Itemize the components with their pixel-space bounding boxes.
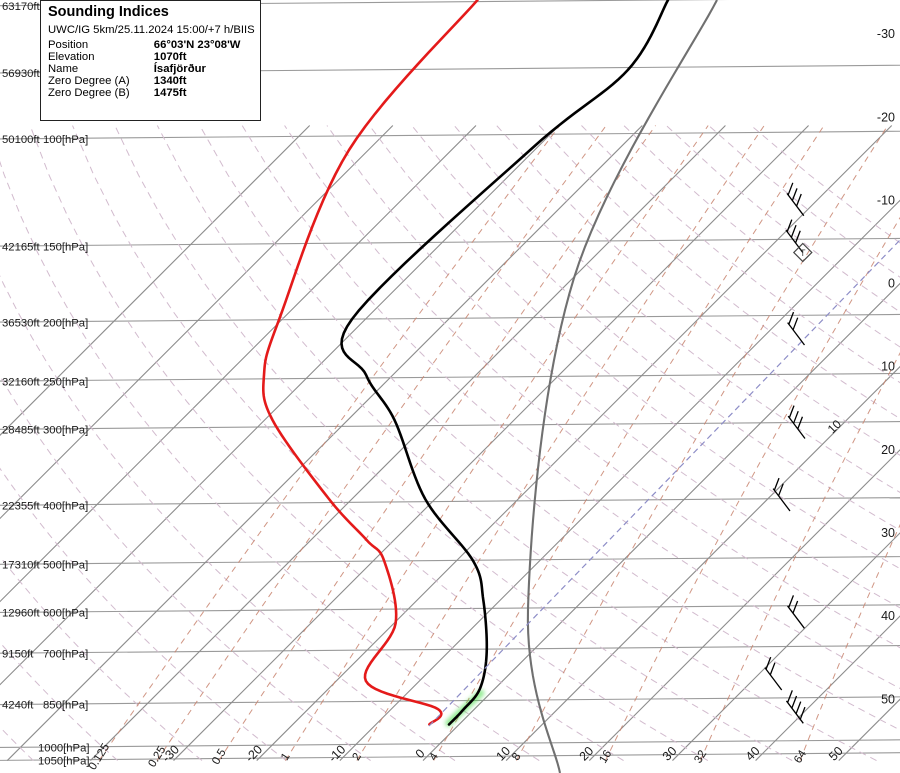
svg-text:-10: -10 (877, 193, 895, 207)
svg-text:36530ft: 36530ft (2, 317, 41, 329)
svg-text:0: 0 (413, 746, 428, 761)
svg-text:40: 40 (743, 744, 763, 764)
svg-text:10: 10 (825, 417, 845, 437)
svg-text:42165ft: 42165ft (2, 241, 41, 253)
svg-text:0.5: 0.5 (210, 747, 229, 767)
svg-text:1: 1 (279, 751, 293, 763)
svg-text:-20: -20 (243, 742, 266, 765)
svg-text:1050[hPa]: 1050[hPa] (38, 756, 90, 768)
svg-text:50: 50 (826, 744, 846, 764)
svg-text:17310ft: 17310ft (2, 559, 41, 571)
svg-text:0.125: 0.125 (87, 742, 112, 773)
svg-text:150[hPa]: 150[hPa] (43, 241, 88, 253)
svg-text:400[hPa]: 400[hPa] (43, 500, 88, 512)
svg-text:250[hPa]: 250[hPa] (43, 376, 88, 388)
svg-text:50: 50 (881, 692, 895, 706)
svg-text:4240ft: 4240ft (2, 700, 34, 712)
svg-text:-10: -10 (326, 742, 349, 765)
svg-text:200[hPa]: 200[hPa] (43, 317, 88, 329)
svg-text:1000[hPa]: 1000[hPa] (38, 743, 90, 755)
svg-text:100[hPa]: 100[hPa] (43, 134, 88, 146)
svg-text:32160ft: 32160ft (2, 376, 41, 388)
svg-text:64: 64 (792, 748, 809, 766)
svg-text:12960ft: 12960ft (2, 608, 41, 620)
svg-text:63170ft: 63170ft (2, 1, 41, 13)
svg-text:300[hPa]: 300[hPa] (43, 424, 88, 436)
svg-text:28485ft: 28485ft (2, 424, 41, 436)
svg-text:30: 30 (660, 744, 680, 764)
svg-text:2: 2 (351, 751, 365, 763)
svg-text:56930ft: 56930ft (2, 68, 41, 80)
svg-text:16: 16 (597, 748, 614, 765)
svg-text:32: 32 (692, 748, 709, 765)
svg-text:850[hPa]: 850[hPa] (43, 700, 88, 712)
svg-text:600[hPa]: 600[hPa] (43, 608, 88, 620)
svg-text:30: 30 (881, 526, 895, 540)
svg-text:20: 20 (881, 443, 895, 457)
svg-text:9150ft: 9150ft (2, 648, 34, 660)
svg-text:0: 0 (888, 277, 895, 291)
svg-text:10: 10 (493, 744, 513, 764)
svg-text:20: 20 (577, 744, 597, 764)
svg-text:50100ft: 50100ft (2, 134, 41, 146)
svg-text:-20: -20 (877, 110, 895, 124)
svg-text:8: 8 (510, 751, 524, 763)
svg-text:40: 40 (881, 609, 895, 623)
svg-text:500[hPa]: 500[hPa] (43, 559, 88, 571)
svg-text:22355ft: 22355ft (2, 500, 41, 512)
svg-text:10: 10 (881, 360, 895, 374)
svg-text:700[hPa]: 700[hPa] (43, 648, 88, 660)
svg-text:-30: -30 (877, 27, 895, 41)
svg-text:4: 4 (427, 751, 441, 763)
